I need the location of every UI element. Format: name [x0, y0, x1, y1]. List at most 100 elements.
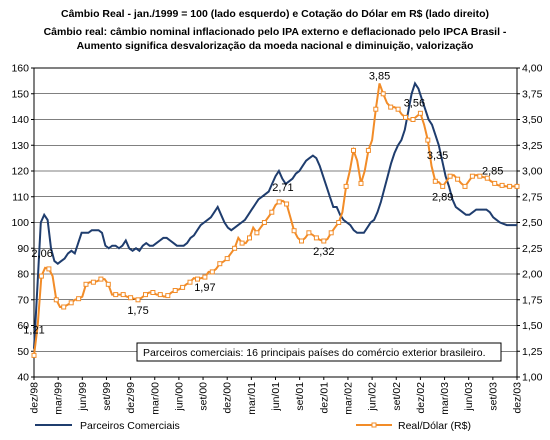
- series-point-real-dolar: [120, 292, 126, 298]
- series-point-real-dolar: [492, 180, 498, 186]
- series-point-real-dolar: [232, 245, 238, 251]
- data-label: 2,71: [272, 182, 293, 194]
- x-tick-label: jun/02: [367, 382, 379, 412]
- x-tick-label: set/03: [487, 382, 499, 411]
- y-right-tick-label: 2,00: [522, 269, 543, 281]
- series-point-real-dolar: [46, 266, 52, 272]
- series-point-real-dolar: [83, 281, 89, 287]
- series-point-real-dolar: [90, 279, 96, 285]
- y-right-tick-label: 3,25: [522, 140, 543, 152]
- x-tick-label: set/01: [294, 382, 306, 411]
- series-point-real-dolar: [284, 201, 290, 207]
- annotation-text: Parceiros comerciais: 16 principais país…: [143, 347, 486, 359]
- series-point-real-dolar: [224, 256, 230, 262]
- y-left-tick-label: 40: [17, 372, 29, 384]
- series-point-real-dolar: [68, 300, 74, 306]
- series-point-real-dolar: [291, 228, 297, 234]
- series-point-real-dolar: [373, 106, 379, 112]
- x-tick-label: set/00: [198, 382, 210, 411]
- series-point-real-dolar: [351, 147, 356, 153]
- data-label: 2,85: [482, 165, 503, 177]
- y-right-tick-label: 1,75: [522, 294, 543, 306]
- series-point-real-dolar: [180, 284, 186, 290]
- y-right-tick-label: 2,50: [522, 217, 543, 229]
- y-right-tick-label: 2,75: [522, 191, 543, 203]
- series-point-real-dolar: [254, 230, 260, 236]
- series-point-real-dolar: [209, 269, 215, 275]
- data-label: 2,89: [432, 191, 453, 203]
- x-tick-label: dez/98: [29, 382, 41, 414]
- y-left-tick-label: 160: [11, 63, 29, 75]
- legend-label-real-dolar: Real/Dólar (R$): [398, 420, 471, 432]
- y-left-tick-label: 60: [17, 320, 29, 332]
- series-point-real-dolar: [202, 274, 208, 280]
- data-label: 3,35: [427, 150, 448, 162]
- y-left-tick-label: 140: [11, 114, 29, 126]
- series-point-real-dolar: [247, 235, 252, 241]
- series-point-real-dolar: [313, 235, 319, 241]
- legend-marker-real-dolar: [371, 422, 377, 428]
- chart-subtitle-line-1: Câmbio real: câmbio nominal inflacionado…: [43, 26, 507, 38]
- y-left-tick-label: 120: [11, 166, 29, 178]
- y-right-tick-label: 1,25: [522, 346, 543, 358]
- series-point-real-dolar: [31, 352, 37, 358]
- series-point-real-dolar: [105, 281, 111, 287]
- data-label: 1,97: [194, 282, 215, 294]
- y-right-tick-label: 1,00: [522, 372, 543, 384]
- series-point-real-dolar: [395, 106, 401, 112]
- x-tick-label: set/02: [391, 382, 403, 411]
- series-point-real-dolar: [150, 290, 156, 295]
- series-point-real-dolar: [239, 240, 245, 246]
- series-point-real-dolar: [328, 230, 334, 236]
- y-right-tick-label: 3,00: [522, 166, 543, 178]
- data-label: 3,56: [404, 97, 425, 109]
- y-right-tick-label: 2,25: [522, 243, 543, 255]
- y-left-tick-label: 90: [17, 243, 29, 255]
- series-point-real-dolar: [187, 279, 193, 285]
- series-point-real-dolar: [417, 110, 423, 116]
- x-tick-label: jun/99: [77, 382, 89, 412]
- x-tick-label: jun/03: [463, 382, 475, 412]
- x-tick-label: mar/01: [246, 382, 258, 415]
- data-label: 3,85: [369, 70, 390, 82]
- series-point-real-dolar: [425, 137, 431, 143]
- series-point-real-dolar: [477, 173, 483, 179]
- chart-subtitle-line-2: Aumento significa desvalorização da moed…: [76, 40, 474, 52]
- y-left-tick-label: 150: [11, 88, 29, 100]
- y-left-tick-label: 130: [11, 140, 29, 152]
- series-point-real-dolar: [343, 183, 349, 189]
- series-point-real-dolar: [440, 183, 446, 189]
- y-right-tick-label: 3,50: [522, 114, 543, 126]
- chart-title: Câmbio Real - jan./1999 = 100 (lado esqu…: [61, 8, 489, 20]
- series-point-real-dolar: [61, 304, 67, 310]
- y-right-tick-label: 4,00: [522, 63, 543, 75]
- series-point-real-dolar: [410, 117, 416, 122]
- y-right-tick-label: 1,50: [522, 320, 543, 332]
- x-tick-label: dez/00: [222, 382, 234, 414]
- series-point-real-dolar: [432, 178, 438, 184]
- annotation-box: [136, 342, 502, 362]
- x-tick-label: dez/02: [415, 382, 427, 414]
- series-point-real-dolar: [336, 220, 342, 225]
- y-left-tick-label: 100: [11, 217, 29, 229]
- series-point-real-dolar: [403, 114, 408, 120]
- series-point-real-dolar: [507, 183, 513, 189]
- y-right-tick-label: 3,75: [522, 88, 543, 100]
- series-point-real-dolar: [365, 147, 371, 153]
- series-point-real-dolar: [53, 297, 59, 303]
- data-label: 1,75: [127, 305, 148, 317]
- y-left-tick-label: 110: [12, 191, 29, 203]
- x-tick-label: jun/01: [270, 382, 282, 412]
- legend-label-parceiros-comerciais: Parceiros Comerciais: [80, 420, 180, 432]
- series-point-real-dolar: [38, 273, 44, 279]
- series-point-real-dolar: [276, 199, 282, 205]
- data-label: 2,06: [31, 248, 52, 260]
- x-tick-label: mar/00: [149, 382, 161, 415]
- y-left-tick-label: 70: [17, 294, 29, 306]
- series-point-real-dolar: [157, 292, 163, 298]
- series-point-real-dolar: [195, 276, 200, 282]
- series-line-parceiros-comerciais: [33, 81, 517, 349]
- x-tick-label: mar/03: [439, 382, 451, 415]
- series-point-real-dolar: [447, 173, 453, 179]
